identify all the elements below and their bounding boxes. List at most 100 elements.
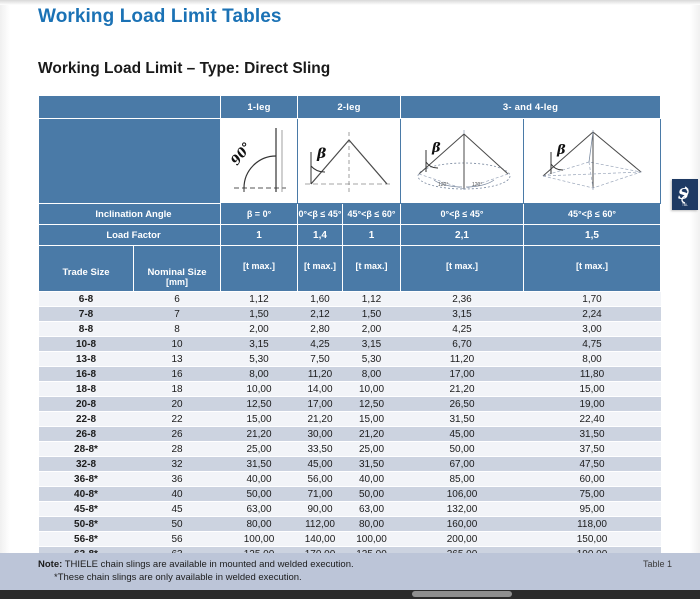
cell-wll-3: 63,00 (342, 501, 401, 517)
svg-text:S: S (678, 185, 689, 203)
cell-wll-4: 11,20 (400, 351, 524, 367)
cell-wll-5: 15,00 (523, 381, 661, 397)
note-prefix: Note: (38, 559, 63, 570)
cell-wll-4: 106,00 (400, 486, 524, 502)
cell-wll-1: 25,00 (220, 441, 298, 457)
cell-wll-2: 11,20 (297, 366, 343, 382)
table-row: 22-8 22 15,00 21,20 15,00 31,50 22,40 (38, 411, 661, 427)
cell-wll-2: 14,00 (297, 381, 343, 397)
cell-wll-2: 2,12 (297, 306, 343, 322)
document-title: Working Load Limit Tables (38, 6, 282, 27)
note-line-2: *These chain slings are only available i… (54, 572, 302, 583)
cell-trade-size: 36-8* (38, 471, 134, 487)
label-beta: β (431, 141, 441, 156)
cell-wll-4: 67,00 (400, 456, 524, 472)
cell-nominal-size: 22 (133, 411, 221, 427)
cell-trade-size: 22-8 (38, 411, 134, 427)
cell-trade-size: 8-8 (38, 321, 134, 337)
cell-wll-3: 15,00 (342, 411, 401, 427)
cell-wll-5: 31,50 (523, 426, 661, 442)
cell-nominal-size: 40 (133, 486, 221, 502)
load-factor-4: 2,1 (400, 224, 524, 246)
load-factor-3: 1 (342, 224, 401, 246)
cell-trade-size: 45-8* (38, 501, 134, 517)
cell-nominal-size: 16 (133, 366, 221, 382)
cell-trade-size: 28-8* (38, 441, 134, 457)
table-header-legs: 1-leg 2-leg 3- and 4-leg (38, 95, 662, 119)
cell-wll-3: 31,50 (342, 456, 401, 472)
cell-wll-3: 21,20 (342, 426, 401, 442)
header-2-leg: 2-leg (297, 95, 401, 119)
cell-wll-3: 2,00 (342, 321, 401, 337)
cell-nominal-size: 50 (133, 516, 221, 532)
row-load-factor: Load Factor 1 1,4 1 2,1 1,5 (38, 224, 662, 246)
note-band (0, 553, 700, 593)
cell-wll-1: 10,00 (220, 381, 298, 397)
sling-1-leg-90deg-diagram: 90° (228, 127, 286, 192)
cell-wll-5: 95,00 (523, 501, 661, 517)
angle-34-leg-b: 45°<β ≤ 60° (522, 203, 662, 225)
table-row: 7-8 7 1,50 2,12 1,50 3,15 2,24 (38, 306, 661, 322)
table-row: 32-8 32 31,50 45,00 31,50 67,00 47,50 (38, 456, 661, 472)
load-factor-1: 1 (220, 224, 298, 246)
section-title: Working Load Limit – Type: Direct Sling (38, 60, 331, 77)
cell-wll-2: 21,20 (297, 411, 343, 427)
diagram-4-leg-cell: β (522, 118, 662, 204)
diagram-2-leg-cell: β (297, 118, 401, 204)
diagram-1-leg-cell: 90° (220, 118, 298, 204)
label-nominal-size-unit: [mm] (166, 277, 188, 287)
viewer-bottom-bar (0, 590, 700, 599)
table-row: 40-8* 40 50,00 71,00 50,00 106,00 75,00 (38, 486, 661, 502)
cell-wll-1: 40,00 (220, 471, 298, 487)
cell-wll-5: 22,40 (523, 411, 661, 427)
unit-4: [t max.] (400, 245, 524, 292)
load-factor-2: 1,4 (297, 224, 343, 246)
cell-wll-4: 4,25 (400, 321, 524, 337)
cell-wll-4: 50,00 (400, 441, 524, 457)
cell-wll-5: 11,80 (523, 366, 661, 382)
cell-trade-size: 7-8 (38, 306, 134, 322)
cell-nominal-size: 26 (133, 426, 221, 442)
cell-wll-1: 2,00 (220, 321, 298, 337)
cell-wll-3: 8,00 (342, 366, 401, 382)
cell-wll-2: 90,00 (297, 501, 343, 517)
cell-wll-4: 160,00 (400, 516, 524, 532)
cell-trade-size: 26-8 (38, 426, 134, 442)
cell-trade-size: 6-8 (38, 291, 134, 307)
table-row: 28-8* 28 25,00 33,50 25,00 50,00 37,50 (38, 441, 661, 457)
cell-wll-2: 17,00 (297, 396, 343, 412)
cell-nominal-size: 45 (133, 501, 221, 517)
cell-nominal-size: 20 (133, 396, 221, 412)
cell-wll-1: 100,00 (220, 531, 298, 547)
cell-wll-5: 2,24 (523, 306, 661, 322)
cell-wll-1: 21,20 (220, 426, 298, 442)
working-load-limit-table: 1-leg 2-leg 3- and 4-leg 90° (38, 95, 662, 577)
cell-wll-3: 100,00 (342, 531, 401, 547)
cell-wll-5: 60,00 (523, 471, 661, 487)
table-header-diagrams: 90° β (38, 118, 662, 204)
cell-wll-4: 6,70 (400, 336, 524, 352)
cell-wll-1: 80,00 (220, 516, 298, 532)
cell-wll-2: 30,00 (297, 426, 343, 442)
horizontal-scrollbar[interactable] (412, 591, 512, 597)
sling-2-leg-beta-diagram: β (305, 131, 393, 192)
table-row: 18-8 18 10,00 14,00 10,00 21,20 15,00 (38, 381, 661, 397)
cell-wll-2: 140,00 (297, 531, 343, 547)
cell-wll-2: 33,50 (297, 441, 343, 457)
cell-trade-size: 18-8 (38, 381, 134, 397)
table-row: 50-8* 50 80,00 112,00 80,00 160,00 118,00 (38, 516, 661, 532)
cell-nominal-size: 13 (133, 351, 221, 367)
cell-wll-2: 1,60 (297, 291, 343, 307)
unit-2: [t max.] (297, 245, 343, 292)
angle-1-leg: β = 0° (220, 203, 298, 225)
cell-nominal-size: 56 (133, 531, 221, 547)
label-90-degrees: 90° (228, 139, 255, 168)
cell-wll-5: 1,70 (523, 291, 661, 307)
label-inclination-angle: Inclination Angle (38, 203, 221, 225)
cell-wll-1: 3,15 (220, 336, 298, 352)
sling-3-leg-beta-diagram: β 120° 120° (417, 129, 511, 192)
cell-wll-4: 2,36 (400, 291, 524, 307)
cell-wll-2: 45,00 (297, 456, 343, 472)
working-load-limit-table-wrapper: 1-leg 2-leg 3- and 4-leg 90° (38, 95, 662, 577)
cell-wll-3: 1,12 (342, 291, 401, 307)
